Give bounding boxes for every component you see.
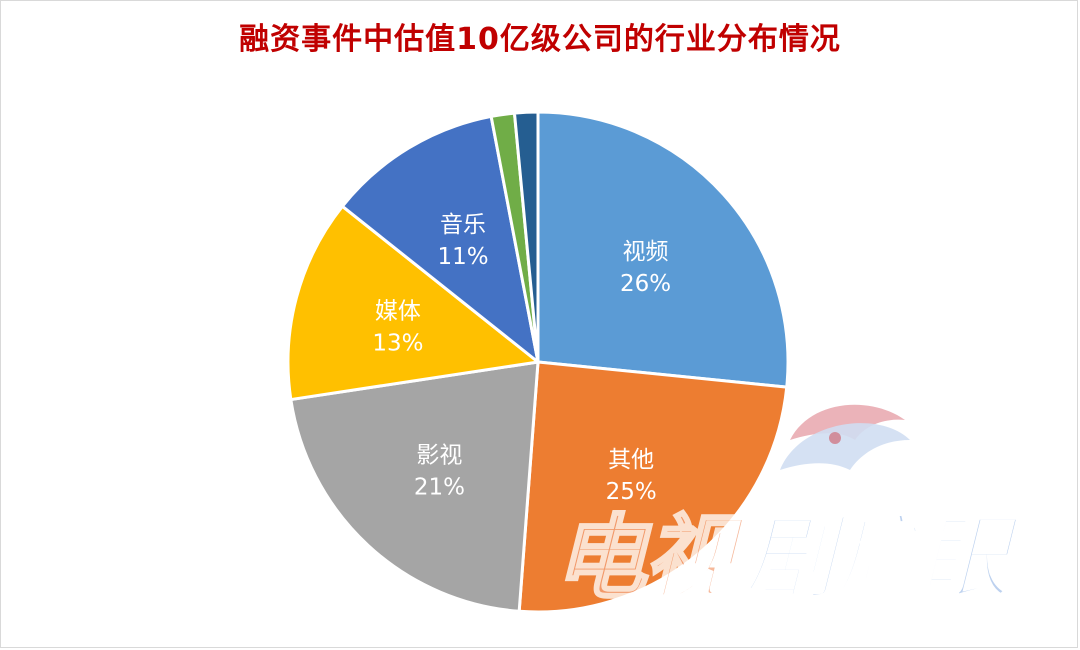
pie-slice-视频 xyxy=(536,110,790,389)
slice-percent-label: 21% xyxy=(414,474,465,500)
pie-labels: 视频 26% 其他 25% 影视 21% 媒体 13% 音乐 11% xyxy=(372,212,671,505)
slice-category-label: 视频 xyxy=(623,239,669,265)
slice-percent-label: 13% xyxy=(372,331,423,357)
pie-slice-small-6 xyxy=(512,110,540,364)
watermark-char: 视 xyxy=(644,505,748,612)
slice-category-label: 音乐 xyxy=(440,212,486,238)
chart-title: 融资事件中估值10亿级公司的行业分布情况 xyxy=(239,22,841,57)
slice-percent-label: 25% xyxy=(606,479,657,505)
slice-percent-label: 26% xyxy=(620,271,671,297)
pie-slice-音乐 xyxy=(340,114,540,364)
slice-category-label: 影视 xyxy=(416,442,462,468)
pie-slice-影视 xyxy=(289,360,540,613)
slice-percent-label: 11% xyxy=(437,244,488,270)
slice-category-label: 媒体 xyxy=(375,299,421,325)
slice-category-label: 其他 xyxy=(608,447,654,473)
watermark-logo: 电视 剧鹰眼 xyxy=(552,404,1023,614)
watermark-char: 鹰 xyxy=(833,505,941,612)
watermark-char: 电 xyxy=(554,505,652,612)
watermark-char: 眼 xyxy=(919,505,1022,612)
pie-slices xyxy=(286,110,790,614)
pie-slice-媒体 xyxy=(286,204,540,402)
watermark-char: 剧 xyxy=(744,505,849,612)
pie-slice-其他 xyxy=(517,360,789,614)
